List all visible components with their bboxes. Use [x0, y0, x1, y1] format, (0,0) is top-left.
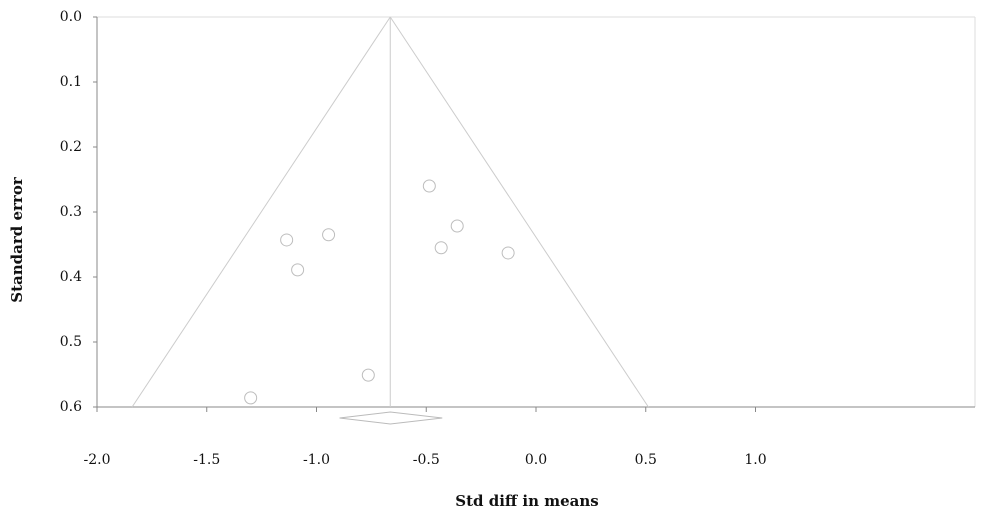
study-point	[501, 246, 515, 260]
x-tick-label: -1.0	[303, 452, 330, 468]
y-tick-label: 0.5	[60, 334, 82, 350]
study-point	[280, 233, 294, 247]
study-point	[450, 219, 464, 233]
x-axis-label: Std diff in means	[455, 492, 599, 510]
x-tick-label: 1.0	[744, 452, 766, 468]
x-tick-label: -1.5	[193, 452, 220, 468]
y-tick-label: 0.2	[60, 139, 82, 155]
x-tick-label: 0.0	[525, 452, 547, 468]
funnel-left	[131, 16, 391, 408]
summary-diamond	[339, 411, 443, 425]
study-point	[422, 179, 436, 193]
funnel-right	[389, 16, 649, 408]
y-tick-label: 0.1	[60, 74, 82, 90]
y-axis-label: Standard error	[8, 176, 26, 303]
y-tick-label: 0.0	[60, 9, 82, 25]
study-point	[291, 263, 305, 277]
x-tick-label: -0.5	[413, 452, 440, 468]
x-tick-label: 0.5	[635, 452, 657, 468]
study-point	[244, 391, 258, 405]
y-tick-label: 0.4	[60, 269, 82, 285]
study-point	[322, 228, 336, 242]
study-point	[361, 368, 375, 382]
y-tick-label: 0.3	[60, 204, 82, 220]
y-tick-label: 0.6	[60, 399, 82, 415]
study-point	[434, 241, 448, 255]
x-tick-label: -2.0	[84, 452, 111, 468]
